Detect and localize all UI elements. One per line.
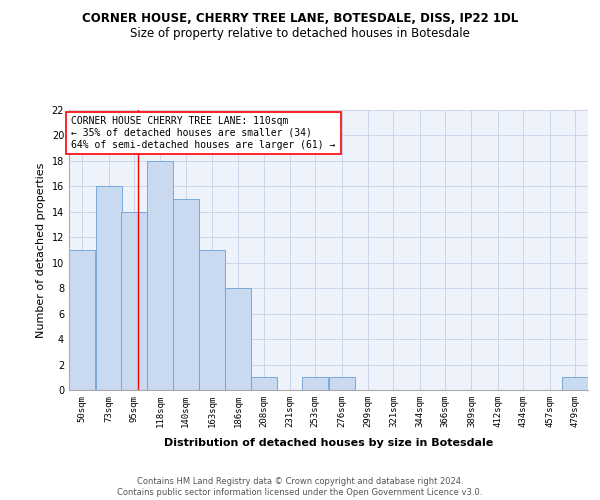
Text: Size of property relative to detached houses in Botesdale: Size of property relative to detached ho… xyxy=(130,28,470,40)
Bar xyxy=(147,161,173,390)
Bar xyxy=(302,378,328,390)
Bar xyxy=(95,186,122,390)
Bar xyxy=(226,288,251,390)
Bar xyxy=(562,378,588,390)
Bar xyxy=(199,250,225,390)
Bar xyxy=(69,250,95,390)
Bar xyxy=(251,378,277,390)
Text: CORNER HOUSE CHERRY TREE LANE: 110sqm
← 35% of detached houses are smaller (34)
: CORNER HOUSE CHERRY TREE LANE: 110sqm ← … xyxy=(71,116,335,150)
Y-axis label: Number of detached properties: Number of detached properties xyxy=(36,162,46,338)
Text: Contains HM Land Registry data © Crown copyright and database right 2024.
Contai: Contains HM Land Registry data © Crown c… xyxy=(118,478,482,497)
Bar xyxy=(173,199,199,390)
Bar xyxy=(329,378,355,390)
Bar xyxy=(121,212,147,390)
Text: Distribution of detached houses by size in Botesdale: Distribution of detached houses by size … xyxy=(164,438,493,448)
Text: CORNER HOUSE, CHERRY TREE LANE, BOTESDALE, DISS, IP22 1DL: CORNER HOUSE, CHERRY TREE LANE, BOTESDAL… xyxy=(82,12,518,26)
